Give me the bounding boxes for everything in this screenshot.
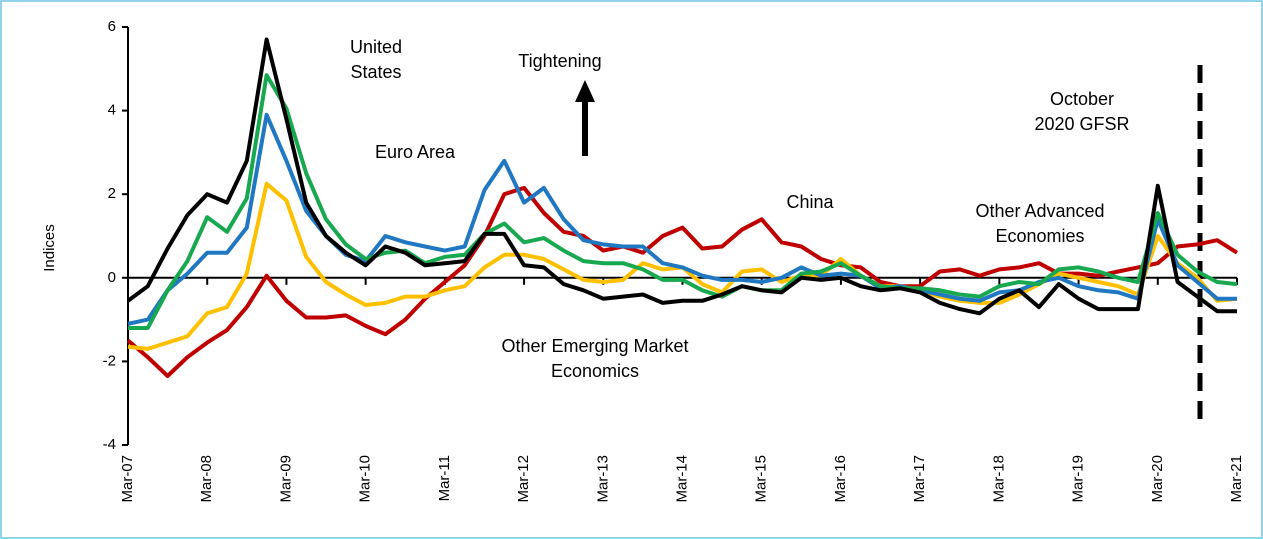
y-tick-label: 6 — [108, 18, 116, 35]
annotation: Other Advanced — [975, 201, 1104, 221]
x-tick-label: Mar-16 — [832, 455, 849, 503]
annotation: Economies — [995, 226, 1084, 246]
x-tick-label: Mar-07 — [119, 455, 136, 503]
x-tick-label: Mar-15 — [753, 455, 770, 503]
y-tick-label: 0 — [108, 269, 116, 286]
x-tick-label: Mar-21 — [1228, 455, 1245, 503]
x-tick-label: Mar-14 — [673, 455, 690, 503]
y-axis-label: Indices — [41, 224, 58, 272]
x-tick-label: Mar-17 — [911, 455, 928, 503]
y-tick-label: -2 — [103, 352, 116, 369]
series-line — [128, 73, 1238, 330]
annotation: Tightening — [518, 51, 601, 71]
x-tick-label: Mar-20 — [1149, 455, 1166, 503]
annotation: Euro Area — [375, 142, 456, 162]
arrow-head — [575, 80, 595, 102]
y-tick-label: 4 — [108, 102, 116, 119]
annotation: States — [350, 62, 401, 82]
series-line — [126, 37, 1237, 316]
y-tick-label: -4 — [103, 436, 116, 453]
annotation: October — [1050, 89, 1114, 109]
y-tick-label: 2 — [108, 185, 116, 202]
x-tick-label: Mar-08 — [198, 455, 215, 503]
x-tick-label: Mar-18 — [990, 455, 1007, 503]
annotation: 2020 GFSR — [1034, 114, 1129, 134]
annotation: United — [350, 37, 402, 57]
x-tick-label: Mar-19 — [1070, 455, 1087, 503]
annotation: Other Emerging Market — [501, 336, 688, 356]
x-tick-label: Mar-13 — [594, 455, 611, 503]
x-tick-label: Mar-09 — [277, 455, 294, 503]
x-tick-label: Mar-10 — [357, 455, 374, 503]
x-tick-label: Mar-11 — [436, 455, 453, 501]
annotation: Economics — [551, 361, 639, 381]
series-line — [126, 185, 1239, 378]
annotation: China — [786, 192, 834, 212]
x-tick-label: Mar-12 — [515, 455, 532, 503]
series-line — [127, 112, 1237, 326]
